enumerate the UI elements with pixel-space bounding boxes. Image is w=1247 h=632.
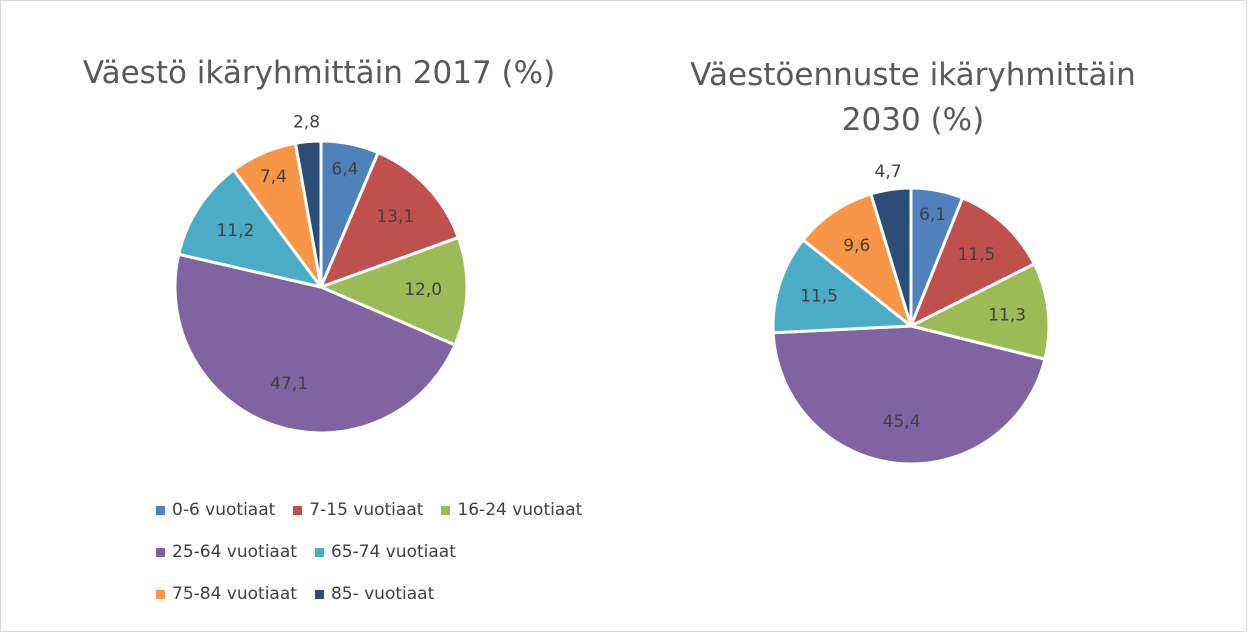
- data-label: 2,8: [293, 113, 320, 133]
- legend-label: 65-74 vuotiaat: [330, 542, 456, 562]
- legend-swatch: [314, 547, 324, 557]
- data-label: 11,5: [957, 245, 995, 265]
- legend-swatch: [314, 589, 324, 599]
- legend-label: 25-64 vuotiaat: [172, 542, 297, 562]
- data-label: 4,7: [875, 162, 902, 182]
- data-label: 11,3: [988, 305, 1026, 325]
- data-label: 6,4: [331, 160, 358, 180]
- pie-slice: [771, 238, 913, 335]
- data-label: 45,4: [883, 412, 921, 432]
- data-label: 13,1: [376, 207, 414, 227]
- pie-slice: [177, 168, 323, 289]
- pie-slice: [801, 192, 913, 328]
- legend-swatch: [156, 505, 165, 515]
- legend-swatch: [156, 547, 165, 557]
- pie-slice: [909, 196, 1036, 328]
- legend-item: 65-74 vuotiaat: [314, 538, 456, 566]
- legend-item: 0-6 vuotiaat: [156, 496, 275, 524]
- pie-slice: [319, 151, 460, 289]
- data-label: 12,0: [404, 280, 442, 300]
- legend-item: 75-84 vuotiaat: [156, 580, 297, 608]
- chart-title: Väestö ikäryhmittäin 2017 (%): [82, 55, 556, 91]
- data-label: 47,1: [270, 374, 308, 394]
- legend-label: 85- vuotiaat: [330, 584, 435, 604]
- legend-label: 7-15 vuotiaat: [309, 500, 424, 520]
- legend: 0-6 vuotiaat 7-15 vuotiaat 16-24 vuotiaat 2…: [156, 496, 606, 608]
- legend-item: 7-15 vuotiaat: [293, 496, 423, 524]
- pie-slice: [771, 324, 1047, 466]
- pie-slice: [173, 252, 457, 435]
- data-label: 7,4: [260, 167, 287, 187]
- pie-slice: [909, 262, 1051, 361]
- legend-label: 16-24 vuotiaat: [457, 500, 583, 520]
- legend-swatch: [441, 505, 451, 515]
- legend-swatch: [293, 505, 303, 515]
- legend-swatch: [156, 589, 165, 599]
- pie-slice: [869, 186, 913, 328]
- legend-item: 85- vuotiaat: [314, 580, 435, 608]
- pie-slice: [319, 236, 469, 347]
- chart-title: Väestöennuste ikäryhmittäin 2030 (%): [690, 57, 1136, 138]
- data-label: 6,1: [919, 205, 946, 225]
- legend-item: 25-64 vuotiaat: [156, 538, 297, 566]
- legend-item: 16-24 vuotiaat: [441, 496, 582, 524]
- legend-label: 0-6 vuotiaat: [172, 500, 276, 520]
- data-label: 11,2: [216, 221, 254, 241]
- legend-label: 75-84 vuotiaat: [172, 584, 297, 604]
- data-label: 11,5: [800, 286, 838, 306]
- data-label: 9,6: [843, 236, 870, 256]
- pie-slice: [293, 139, 323, 289]
